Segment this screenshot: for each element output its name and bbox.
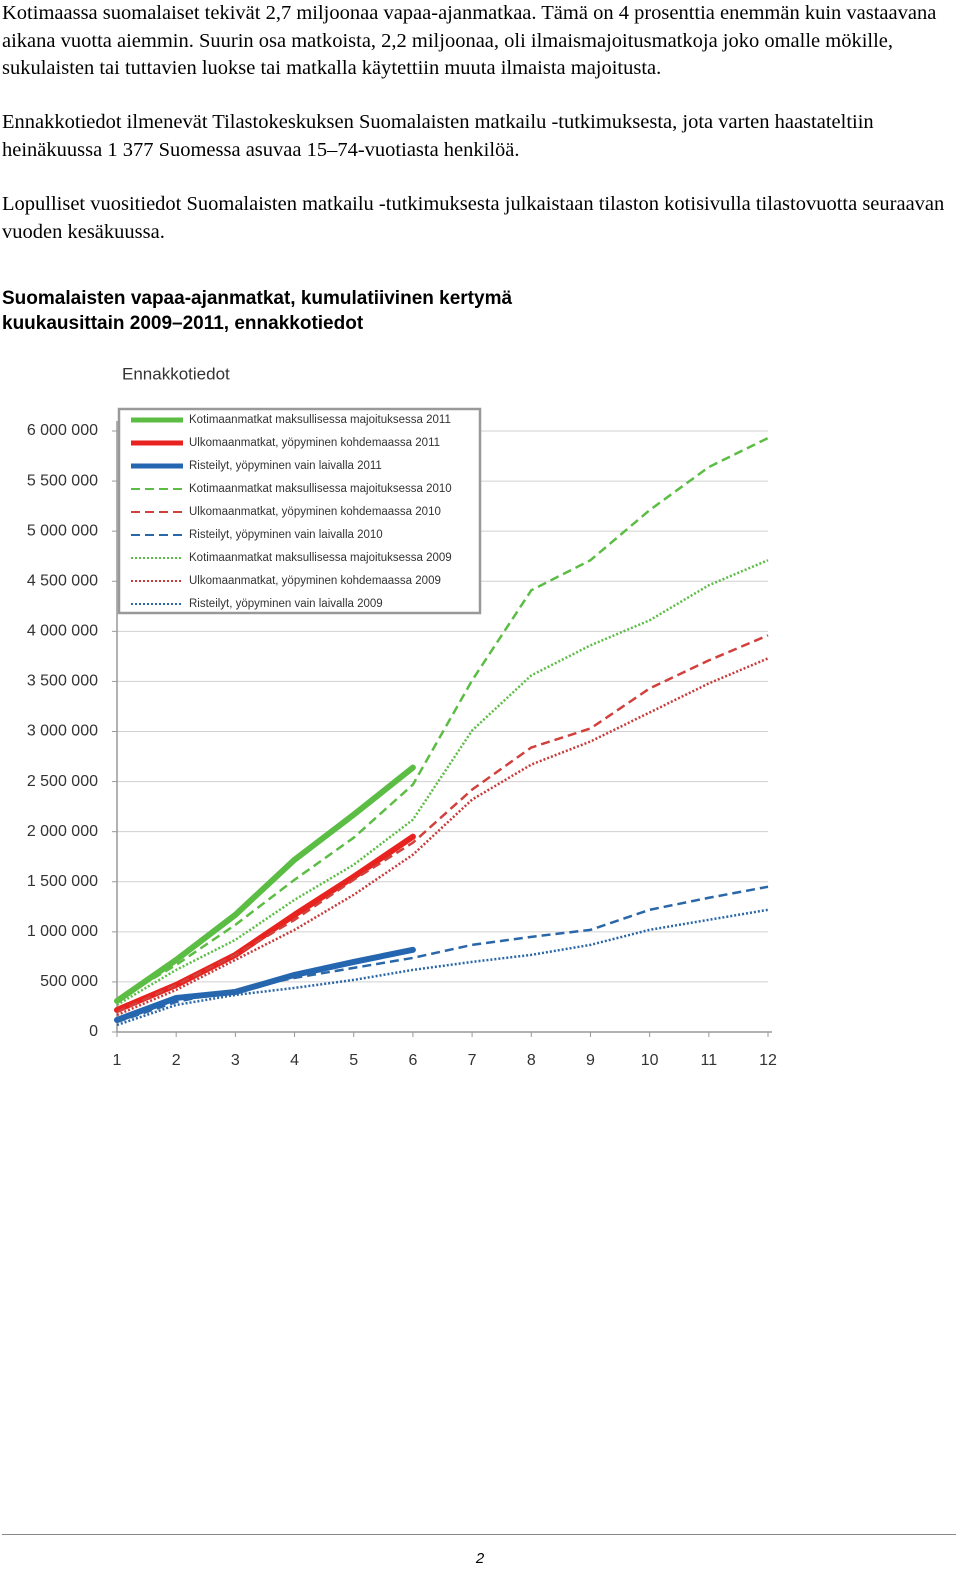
x-tick-label: 8 xyxy=(527,1052,536,1069)
y-tick-label: 6 000 000 xyxy=(27,422,98,439)
heading-line: Suomalaisten vapaa-ajanmatkat, kumulatii… xyxy=(2,288,513,309)
x-tick-label: 4 xyxy=(290,1052,299,1069)
y-tick-label: 4 000 000 xyxy=(27,623,98,640)
legend-label: Risteilyt, yöpyminen vain laivalla 2010 xyxy=(189,529,383,541)
x-tick-label: 2 xyxy=(172,1052,181,1069)
x-tick-label: 9 xyxy=(586,1052,595,1069)
x-tick-label: 3 xyxy=(231,1052,240,1069)
legend-label: Ulkomaanmatkat, yöpyminen kohdemaassa 20… xyxy=(189,506,441,518)
chart-heading: Suomalaisten vapaa-ajanmatkat, kumulatii… xyxy=(2,286,512,336)
y-tick-label: 2 500 000 xyxy=(27,773,98,790)
chart-title: Ennakkotiedot xyxy=(122,364,230,383)
legend-label: Risteilyt, yöpyminen vain laivalla 2011 xyxy=(189,460,382,472)
series-line xyxy=(116,908,769,1027)
series-line xyxy=(114,764,416,1004)
y-tick-label: 0 xyxy=(89,1023,98,1040)
page-number: 2 xyxy=(475,1550,485,1567)
legend-label: Kotimaanmatkat maksullisessa majoitukses… xyxy=(189,552,452,564)
series-line xyxy=(114,833,416,1013)
legend-label: Risteilyt, yöpyminen vain laivalla 2009 xyxy=(189,598,383,610)
series-line xyxy=(114,946,416,1023)
y-tick-label: 3 500 000 xyxy=(27,673,98,690)
series-line xyxy=(116,436,769,1002)
heading-line: kuukausittain 2009–2011, ennakkotiedot xyxy=(2,313,364,334)
chart: Ennakkotiedot 0 500 000 1 000 000 1 500 000… xyxy=(27,364,777,1069)
x-tick-label: 11 xyxy=(701,1052,718,1069)
legend-label: Ulkomaanmatkat, yöpyminen kohdemaassa 20… xyxy=(189,437,440,449)
x-tick-label: 12 xyxy=(759,1052,777,1069)
y-tick-label: 2 000 000 xyxy=(27,823,98,840)
series-line xyxy=(116,559,769,1007)
y-tick-label: 5 500 000 xyxy=(27,472,98,489)
x-tick-label: 10 xyxy=(641,1052,659,1069)
legend-label: Kotimaanmatkat maksullisessa majoitukses… xyxy=(189,483,452,495)
series-line xyxy=(116,634,769,1014)
y-tick-label: 4 500 000 xyxy=(27,572,98,589)
series-line xyxy=(116,657,769,1017)
x-tick-label: 5 xyxy=(349,1052,358,1069)
legend-label: Kotimaanmatkat maksullisessa majoitukses… xyxy=(189,414,451,426)
series-line xyxy=(116,885,769,1024)
x-tick-label: 6 xyxy=(408,1052,417,1069)
y-tick-label: 5 000 000 xyxy=(27,522,98,539)
y-tick-label: 500 000 xyxy=(40,973,98,990)
y-tick-label: 1 000 000 xyxy=(27,923,98,940)
paragraph: Lopulliset vuositiedot Suomalaisten matk… xyxy=(2,193,945,243)
paragraph: Ennakkotiedot ilmenevät Tilastokeskuksen… xyxy=(2,111,874,161)
footer-rule xyxy=(2,1534,956,1535)
legend-label: Ulkomaanmatkat, yöpyminen kohdemaassa 20… xyxy=(189,575,441,587)
x-tick-label: 7 xyxy=(468,1052,477,1069)
x-tick-label: 1 xyxy=(113,1052,122,1069)
y-tick-label: 1 500 000 xyxy=(27,873,98,890)
paragraph: Kotimaassa suomalaiset tekivät 2,7 miljo… xyxy=(2,2,937,79)
y-tick-label: 3 000 000 xyxy=(27,723,98,740)
